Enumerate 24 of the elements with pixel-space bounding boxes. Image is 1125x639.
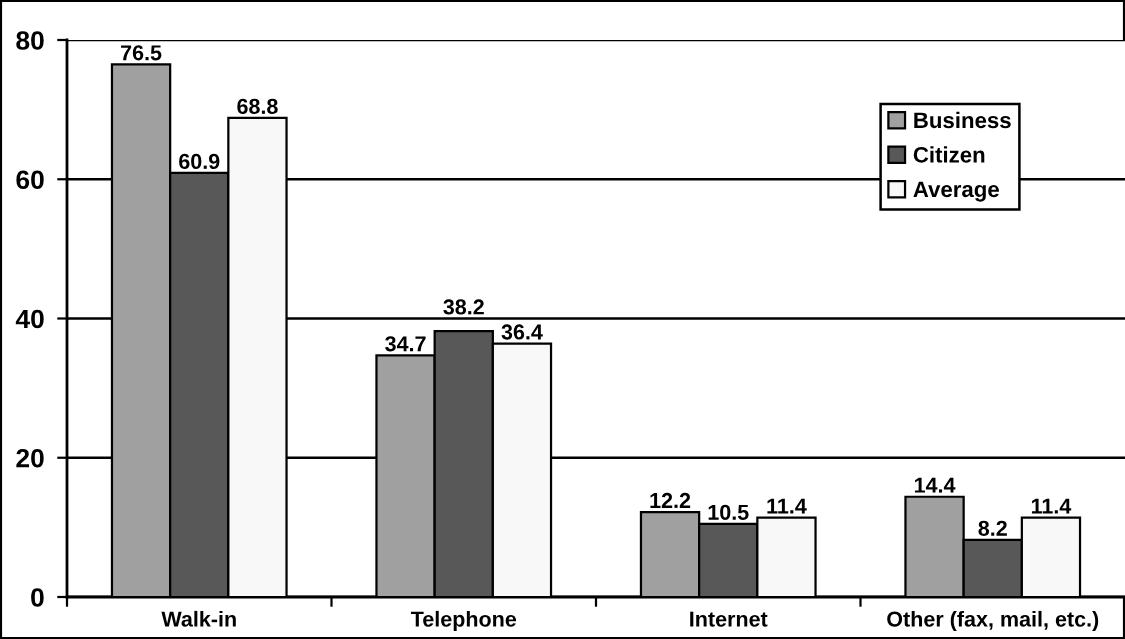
- data-label: 68.8: [237, 98, 278, 115]
- data-label: 8.2: [978, 520, 1007, 536]
- data-label: 10.5: [708, 504, 749, 520]
- legend-label: Business: [914, 111, 1011, 129]
- data-label: 12.2: [650, 492, 691, 508]
- y-tick-label: 60: [16, 170, 44, 190]
- data-label: 11.4: [1031, 498, 1072, 514]
- x-tick-label: Internet: [690, 611, 768, 627]
- data-label: 11.4: [767, 498, 807, 514]
- y-tick-label: 20: [16, 448, 44, 468]
- legend-label: Citizen: [913, 146, 985, 163]
- data-label: 38.2: [443, 299, 484, 315]
- data-label: 14.4: [914, 477, 956, 493]
- data-label: 76.5: [121, 45, 162, 61]
- x-tick-label: Other (fax, mail, etc.): [887, 610, 1099, 631]
- y-tick-label: 0: [31, 588, 44, 607]
- data-label: 34.7: [385, 336, 426, 352]
- data-label: 60.9: [179, 153, 220, 170]
- legend-label: Average: [913, 181, 999, 202]
- data-label: 36.4: [501, 324, 543, 340]
- y-tick-label: 80: [16, 31, 44, 50]
- y-tick-label: 40: [15, 309, 44, 329]
- x-tick-label: Telephone: [410, 610, 517, 631]
- x-tick-label: Walk-in: [161, 610, 236, 627]
